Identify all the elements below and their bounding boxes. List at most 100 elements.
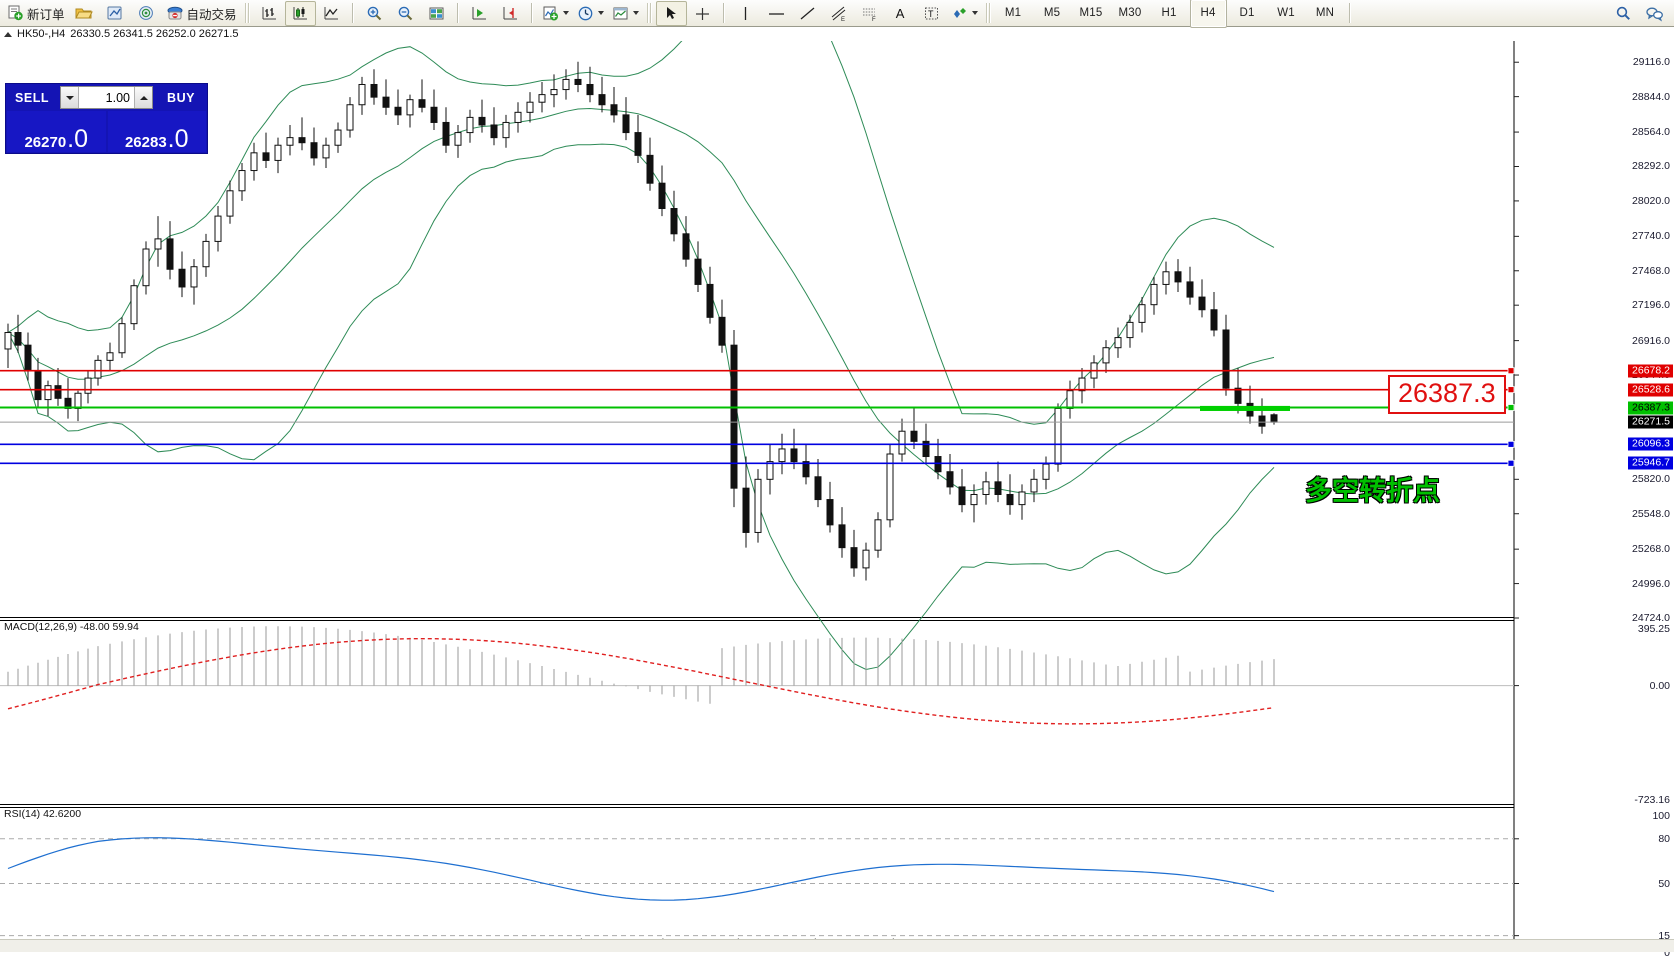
one-click-trading-panel[interactable]: SELL 1.00 BUY 26270 .0 26283 .0 — [5, 83, 208, 154]
timeframe-h1[interactable]: H1 — [1161, 7, 1177, 19]
new-order-label: 新订单 — [27, 7, 65, 22]
tile-windows-icon — [429, 7, 444, 19]
price-tag-last-price[interactable]: 26271.5 — [1628, 415, 1673, 429]
chevron-down-icon[interactable] — [597, 11, 604, 15]
volume-value[interactable]: 1.00 — [105, 90, 130, 105]
volume-stepper[interactable]: 1.00 — [60, 86, 153, 109]
chevron-down-icon[interactable] — [971, 11, 978, 15]
price-tag-pivot[interactable]: 26387.3 — [1628, 401, 1673, 415]
timeframe-m1[interactable]: M1 — [1004, 7, 1022, 19]
folder-button[interactable] — [69, 1, 100, 26]
signals-button[interactable] — [131, 1, 162, 26]
timeframe-w1[interactable]: W1 — [1277, 7, 1295, 19]
price-tag-support[interactable]: 25946.7 — [1628, 456, 1673, 470]
macd-axis-tick-zero: 0.00 — [1649, 679, 1670, 692]
fibonacci-tool[interactable]: F — [854, 1, 885, 26]
template-icon — [613, 7, 628, 19]
crosshair-icon — [695, 7, 709, 20]
auto-trading-label: 自动交易 — [186, 7, 237, 22]
volume-decrease-button[interactable] — [61, 87, 79, 108]
metaeditor-button[interactable] — [100, 1, 131, 26]
chart-shift-icon — [503, 6, 517, 19]
auto-scroll-button[interactable] — [464, 1, 495, 26]
chat-button[interactable] — [1639, 1, 1670, 26]
price-tag-support[interactable]: 26096.3 — [1628, 437, 1673, 451]
new-order-button[interactable]: 新订单 — [4, 1, 69, 26]
zoom-out-button[interactable] — [390, 1, 421, 26]
price-axis-tick: 28292.0 — [1632, 160, 1670, 173]
timeframe-m30[interactable]: M30 — [1118, 7, 1142, 19]
text-label-tool[interactable]: T — [916, 1, 947, 26]
templates-button[interactable] — [608, 1, 643, 26]
buy-button[interactable]: BUY — [167, 90, 195, 105]
sell-price[interactable]: 26270 .0 — [7, 111, 106, 152]
horizontal-line-icon — [768, 12, 784, 15]
rsi-indicator-label: RSI(14) 42.6200 — [4, 808, 82, 820]
sell-button[interactable]: SELL — [15, 90, 49, 105]
price-callout: 26387.3 — [1388, 375, 1506, 414]
macd-axis-tick-min: -723.16 — [1634, 794, 1670, 806]
shapes-tool[interactable] — [947, 1, 982, 26]
trade-panel-top: SELL 1.00 BUY — [6, 84, 207, 111]
auto-trading-button[interactable]: 自动交易 — [162, 1, 241, 26]
buy-price-dec: .0 — [167, 124, 189, 153]
horizontal-line-tool[interactable] — [761, 1, 792, 26]
rsi-axis-tick-15: 15 — [1658, 929, 1670, 942]
folder-icon — [75, 8, 93, 19]
chart-shift-button[interactable] — [495, 1, 526, 26]
price-axis-tick: 25820.0 — [1632, 473, 1670, 486]
candlestick-chart-button[interactable] — [284, 0, 316, 26]
sell-price-dec: .0 — [67, 124, 89, 153]
main-toolbar: 新订单 自动交易 — [0, 0, 1674, 28]
volume-increase-button[interactable] — [134, 87, 152, 108]
trade-panel-prices: 26270 .0 26283 .0 — [6, 111, 207, 153]
chart-canvas[interactable] — [0, 41, 1674, 952]
status-bar — [0, 939, 1674, 952]
chart-header: HK50-,H4 26330.5 26341.5 26252.0 26271.5 — [0, 27, 1674, 41]
indicators-button[interactable] — [538, 1, 573, 26]
timeframe-group: M1 M5 M15 M30 H1 H4 D1 W1 MN — [995, 0, 1344, 28]
price-axis-tick: 24724.0 — [1632, 612, 1670, 624]
price-axis-tick: 28020.0 — [1632, 194, 1670, 207]
bar-chart-button[interactable] — [254, 1, 285, 26]
chart-area[interactable]: SELL 1.00 BUY 26270 .0 26283 .0 MACD(12,… — [0, 41, 1674, 959]
zoom-in-icon — [367, 6, 381, 20]
price-axis-tick: 27196.0 — [1632, 299, 1670, 312]
zoom-out-icon — [398, 6, 412, 20]
line-chart-button[interactable] — [316, 1, 347, 26]
symbol-period-label: HK50-,H4 — [17, 28, 66, 40]
metaeditor-icon — [107, 6, 122, 20]
toolbar-sep-1 — [351, 3, 354, 23]
chevron-down-icon[interactable] — [632, 11, 639, 15]
timeframe-mn[interactable]: MN — [1315, 7, 1335, 19]
ohlc-label: 26330.5 26341.5 26252.0 26271.5 — [70, 28, 239, 40]
zoom-in-button[interactable] — [359, 1, 390, 26]
text-tool[interactable]: A — [885, 1, 916, 26]
signals-icon — [139, 6, 153, 20]
cursor-tool[interactable] — [655, 0, 687, 26]
timeframe-m15[interactable]: M15 — [1079, 7, 1103, 19]
trendline-icon — [800, 7, 814, 19]
price-tag-resistance[interactable]: 26678.2 — [1628, 364, 1673, 378]
rsi-axis-tick-100: 100 — [1652, 810, 1670, 822]
indicators-icon — [543, 6, 558, 20]
tile-windows-button[interactable] — [421, 1, 452, 26]
macd-indicator-label: MACD(12,26,9) -48.00 59.94 — [4, 621, 139, 633]
vertical-line-tool[interactable] — [730, 1, 761, 26]
buy-price[interactable]: 26283 .0 — [107, 111, 206, 153]
macd-axis-tick-max: 395.25 — [1637, 623, 1670, 635]
timeframe-d1[interactable]: D1 — [1239, 7, 1255, 19]
chevron-down-icon[interactable] — [562, 11, 569, 15]
timeframe-h4[interactable]: H4 — [1189, 0, 1227, 28]
equidistant-channel-tool[interactable]: E — [823, 1, 854, 26]
price-tag-resistance[interactable]: 26528.6 — [1628, 383, 1673, 397]
price-axis-tick: 27468.0 — [1632, 264, 1670, 277]
trend-up-icon — [4, 31, 12, 37]
timeframe-m5[interactable]: M5 — [1043, 7, 1061, 19]
toolbar-sep-2 — [456, 3, 459, 23]
search-button[interactable] — [1608, 1, 1639, 26]
trendline-tool[interactable] — [792, 1, 823, 26]
periods-button[interactable] — [573, 1, 608, 26]
crosshair-tool[interactable] — [687, 1, 718, 26]
svg-text:E: E — [841, 17, 845, 22]
